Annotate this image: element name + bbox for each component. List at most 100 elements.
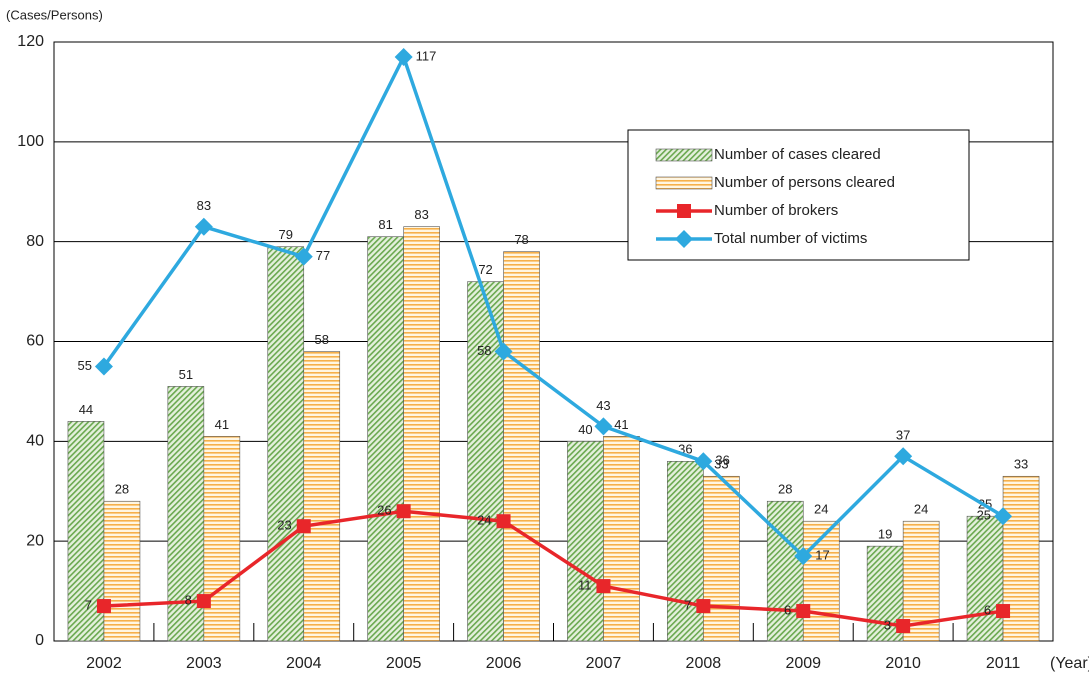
x-tick-label: 2003 xyxy=(186,655,222,672)
data-label: 44 xyxy=(79,402,93,417)
x-tick-label: 2002 xyxy=(86,655,122,672)
data-label: 24 xyxy=(477,513,491,528)
data-label: 23 xyxy=(277,518,291,533)
legend-marker xyxy=(675,230,693,248)
data-label: 37 xyxy=(896,428,910,443)
y-tick-label: 0 xyxy=(35,632,44,649)
data-label: 43 xyxy=(596,398,610,413)
data-label: 58 xyxy=(477,343,491,358)
x-axis-label: (Year) xyxy=(1050,655,1089,672)
y-tick-label: 80 xyxy=(26,233,44,250)
bar xyxy=(403,226,440,642)
bar xyxy=(103,500,141,642)
marker xyxy=(796,604,811,619)
data-label: 83 xyxy=(197,198,211,213)
data-label: 83 xyxy=(414,207,428,222)
data-label: 40 xyxy=(578,422,592,437)
data-label: 81 xyxy=(378,217,392,232)
line xyxy=(102,52,1004,559)
marker xyxy=(894,447,913,466)
bar xyxy=(503,251,540,642)
y-tick-label: 20 xyxy=(26,532,44,549)
y-tick-label: 100 xyxy=(17,133,44,150)
bar xyxy=(766,500,804,642)
bar xyxy=(203,436,241,642)
data-label: 51 xyxy=(179,367,193,382)
y-axis-label: (Cases/Persons) xyxy=(6,7,103,22)
marker xyxy=(996,604,1011,619)
data-label: 11 xyxy=(578,578,592,593)
data-label: 77 xyxy=(316,248,330,263)
data-label: 25 xyxy=(977,508,991,523)
legend-label: Number of persons cleared xyxy=(714,174,895,191)
data-label: 33 xyxy=(1014,457,1028,472)
bar xyxy=(966,515,1004,642)
bar xyxy=(802,520,840,642)
marker xyxy=(396,504,411,519)
marker xyxy=(194,217,213,236)
legend-swatch xyxy=(655,148,713,162)
bar xyxy=(303,351,341,642)
bar xyxy=(367,236,404,642)
legend-label: Total number of victims xyxy=(714,230,867,247)
marker xyxy=(694,452,713,471)
data-label: 24 xyxy=(814,502,828,517)
data-label: 58 xyxy=(315,332,329,347)
line xyxy=(103,509,1004,628)
x-tick-label: 2005 xyxy=(386,655,422,672)
data-label: 6 xyxy=(984,602,991,617)
data-label: 79 xyxy=(279,227,293,242)
marker xyxy=(394,47,413,66)
legend-label: Number of brokers xyxy=(714,202,838,219)
bar xyxy=(667,460,704,642)
data-label: 6 xyxy=(784,602,791,617)
data-label: 3 xyxy=(884,617,891,632)
data-label: 72 xyxy=(478,262,492,277)
bar xyxy=(467,281,504,642)
data-label: 26 xyxy=(377,503,391,518)
marker xyxy=(596,579,611,594)
marker xyxy=(696,599,711,614)
data-label: 41 xyxy=(215,417,229,432)
x-tick-label: 2008 xyxy=(686,655,722,672)
data-label: 7 xyxy=(85,597,92,612)
y-tick-label: 120 xyxy=(17,33,44,50)
data-label: 17 xyxy=(815,548,829,563)
data-label: 19 xyxy=(878,527,892,542)
x-tick-label: 2011 xyxy=(986,655,1021,672)
x-tick-label: 2010 xyxy=(885,655,921,672)
data-label: 8 xyxy=(185,593,192,608)
marker xyxy=(594,417,613,436)
data-label: 55 xyxy=(77,358,91,373)
data-label: 7 xyxy=(684,597,691,612)
legend-label: Number of cases cleared xyxy=(714,146,881,163)
data-label: 78 xyxy=(514,232,528,247)
data-label: 24 xyxy=(914,502,928,517)
data-label: 33 xyxy=(714,457,728,472)
x-tick-label: 2006 xyxy=(486,655,522,672)
marker xyxy=(196,594,211,609)
y-tick-label: 60 xyxy=(26,333,44,350)
data-label: 36 xyxy=(715,453,729,468)
marker xyxy=(794,547,813,566)
marker xyxy=(296,519,311,534)
bar xyxy=(703,475,740,642)
marker xyxy=(896,619,911,634)
marker xyxy=(96,599,111,614)
bar xyxy=(567,441,604,642)
data-label: 28 xyxy=(115,482,129,497)
x-tick-label: 2007 xyxy=(586,655,622,672)
marker xyxy=(994,507,1013,526)
marker xyxy=(496,514,511,529)
marker xyxy=(494,342,513,361)
bar xyxy=(603,436,640,642)
marker xyxy=(294,247,313,266)
legend-marker xyxy=(677,204,691,218)
bar xyxy=(267,246,305,642)
data-label: 117 xyxy=(416,48,437,63)
x-tick-label: 2009 xyxy=(785,655,821,672)
data-label: 28 xyxy=(778,482,792,497)
marker xyxy=(94,357,113,376)
